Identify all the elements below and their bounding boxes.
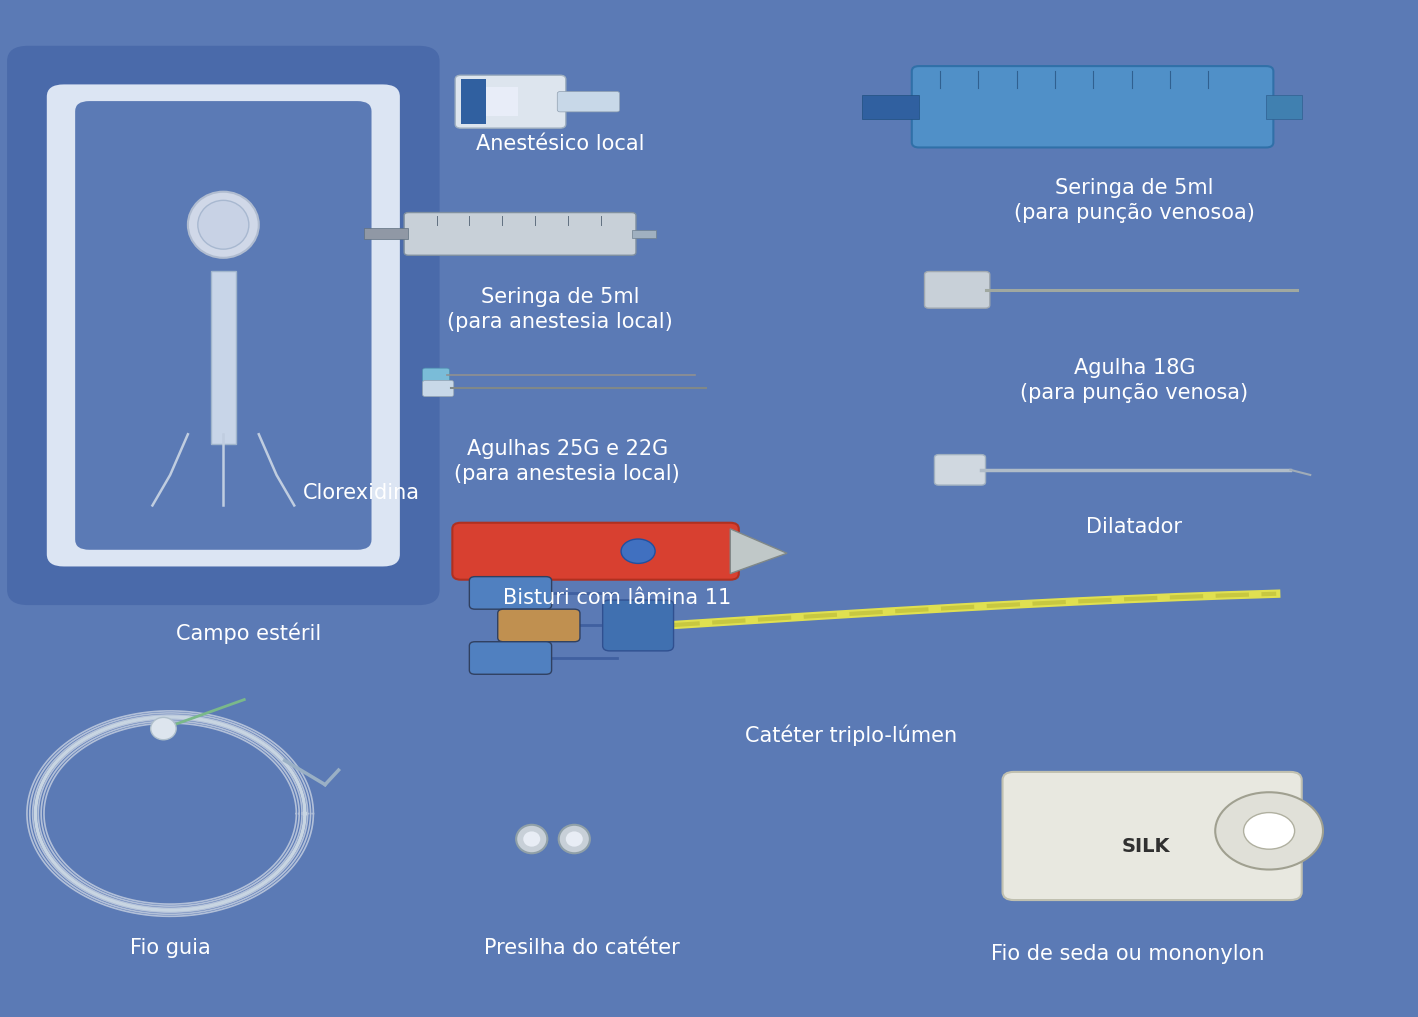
Text: Presilha do catéter: Presilha do catéter [484,938,679,958]
Polygon shape [730,529,787,574]
Circle shape [1244,813,1295,849]
FancyBboxPatch shape [452,523,739,580]
Text: Fio guia: Fio guia [130,938,210,958]
Text: Anestésico local: Anestésico local [476,134,644,155]
FancyBboxPatch shape [47,84,400,566]
Text: Agulha 18G
(para punção venosa): Agulha 18G (para punção venosa) [1021,358,1248,403]
FancyBboxPatch shape [498,609,580,642]
Text: Bisturi com lâmina 11: Bisturi com lâmina 11 [503,588,730,608]
FancyBboxPatch shape [423,368,450,382]
FancyBboxPatch shape [469,642,552,674]
Text: Agulhas 25G e 22G
(para anestesia local): Agulhas 25G e 22G (para anestesia local) [454,439,681,484]
FancyBboxPatch shape [912,66,1273,147]
Bar [461,79,486,124]
Ellipse shape [566,832,583,846]
Bar [363,229,408,239]
Text: Fio de seda ou mononylon: Fio de seda ou mononylon [991,944,1263,964]
FancyBboxPatch shape [75,101,372,550]
FancyBboxPatch shape [1003,772,1302,900]
FancyBboxPatch shape [557,92,620,112]
FancyBboxPatch shape [603,600,674,651]
Text: Dilatador: Dilatador [1086,517,1183,537]
FancyBboxPatch shape [404,213,637,255]
Text: Campo estéril: Campo estéril [176,622,320,644]
Ellipse shape [559,825,590,853]
Bar [862,95,919,119]
FancyBboxPatch shape [925,272,990,308]
Ellipse shape [150,717,176,739]
FancyBboxPatch shape [469,577,552,609]
FancyBboxPatch shape [423,380,454,397]
Circle shape [621,539,655,563]
Bar [210,271,235,444]
FancyBboxPatch shape [934,455,986,485]
Circle shape [1215,792,1323,870]
Text: SILK: SILK [1122,837,1170,855]
Ellipse shape [523,832,540,846]
FancyBboxPatch shape [455,75,566,128]
Text: Seringa de 5ml
(para anestesia local): Seringa de 5ml (para anestesia local) [447,287,674,332]
Text: Seringa de 5ml
(para punção venosoa): Seringa de 5ml (para punção venosoa) [1014,178,1255,223]
Bar [1266,95,1302,119]
Ellipse shape [516,825,547,853]
FancyBboxPatch shape [7,46,440,605]
Ellipse shape [199,200,250,249]
Text: Catéter triplo-lúmen: Catéter triplo-lúmen [744,724,957,745]
Bar [632,230,655,238]
Text: Clorexidina: Clorexidina [303,483,420,503]
Ellipse shape [187,191,259,258]
Bar [464,87,518,116]
